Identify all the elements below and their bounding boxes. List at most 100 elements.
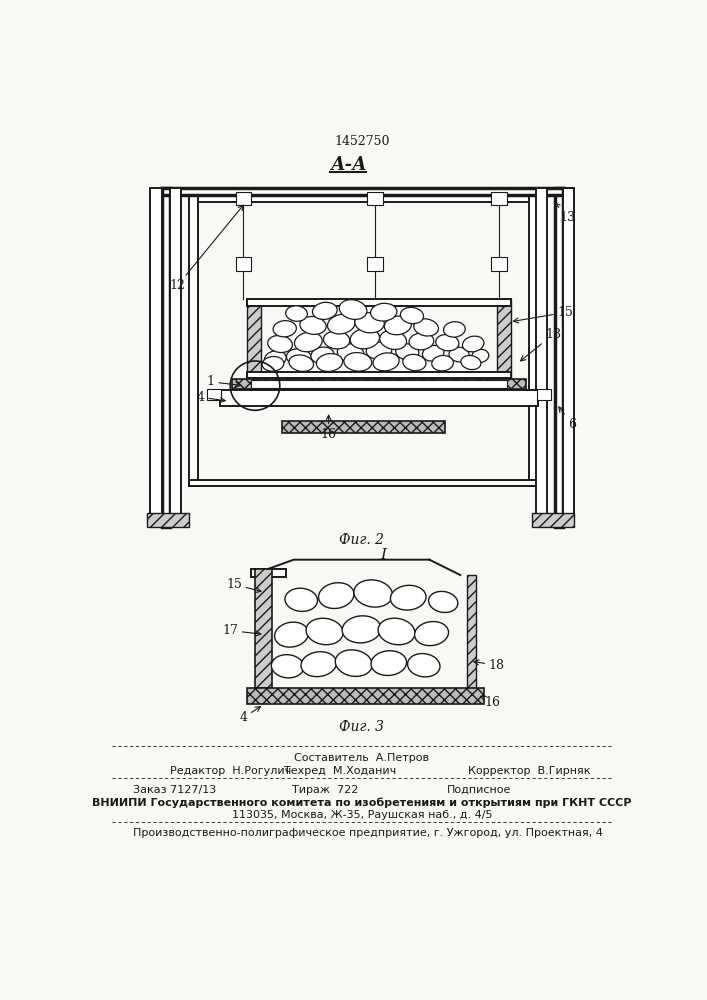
Ellipse shape: [286, 349, 311, 366]
Text: 17: 17: [222, 624, 261, 637]
Ellipse shape: [271, 655, 304, 678]
Ellipse shape: [373, 353, 399, 371]
Text: Корректор  В.Гирняк: Корректор В.Гирняк: [468, 766, 590, 776]
Ellipse shape: [319, 583, 354, 608]
Text: Редактор  Н.Рогулич: Редактор Н.Рогулич: [170, 766, 291, 776]
Text: 113035, Москва, Ж-35, Раушская наб., д. 4/5: 113035, Москва, Ж-35, Раушская наб., д. …: [232, 810, 492, 820]
Ellipse shape: [432, 355, 453, 371]
Ellipse shape: [354, 580, 392, 607]
Ellipse shape: [436, 334, 459, 351]
Bar: [247, 299, 510, 306]
Ellipse shape: [300, 316, 326, 334]
Text: 15: 15: [513, 306, 573, 323]
Ellipse shape: [414, 319, 438, 336]
Bar: [537, 389, 551, 400]
Ellipse shape: [462, 336, 484, 352]
Ellipse shape: [350, 329, 380, 349]
Text: Составитель  А.Петров: Составитель А.Петров: [294, 753, 429, 763]
Text: Фиг. 3: Фиг. 3: [339, 720, 385, 734]
Text: 16: 16: [321, 415, 337, 441]
Text: Подписное: Подписное: [446, 785, 510, 795]
Ellipse shape: [262, 356, 284, 371]
Ellipse shape: [289, 355, 313, 371]
Bar: [220, 390, 538, 406]
Text: 1: 1: [207, 375, 241, 388]
Ellipse shape: [337, 344, 364, 363]
Bar: [162, 188, 170, 527]
Text: Тираж  722: Тираж 722: [292, 785, 358, 795]
Bar: [282, 421, 445, 433]
Bar: [146, 513, 189, 527]
Ellipse shape: [371, 651, 407, 675]
Ellipse shape: [443, 322, 465, 337]
Text: Заказ 7127/13: Заказ 7127/13: [132, 785, 216, 795]
Ellipse shape: [268, 335, 293, 353]
Bar: [368, 192, 383, 205]
Text: Техред  М.Ходанич: Техред М.Ходанич: [284, 766, 397, 776]
Ellipse shape: [407, 654, 440, 677]
Bar: [232, 379, 526, 389]
Ellipse shape: [423, 345, 444, 361]
Text: 13: 13: [555, 203, 575, 224]
Bar: [170, 188, 182, 527]
Ellipse shape: [449, 347, 469, 362]
Bar: [491, 192, 507, 205]
Text: 1452750: 1452750: [334, 135, 390, 148]
Bar: [368, 257, 383, 271]
Bar: [563, 188, 574, 527]
Bar: [207, 389, 221, 400]
Bar: [235, 192, 251, 205]
Ellipse shape: [317, 354, 343, 371]
Ellipse shape: [274, 622, 308, 647]
Ellipse shape: [339, 300, 367, 319]
Ellipse shape: [286, 306, 308, 321]
Ellipse shape: [428, 591, 458, 612]
Bar: [535, 188, 547, 527]
Ellipse shape: [472, 349, 489, 362]
Bar: [251, 569, 286, 577]
Bar: [255, 569, 272, 688]
Text: 16: 16: [481, 696, 501, 709]
Ellipse shape: [390, 585, 426, 610]
Ellipse shape: [323, 331, 350, 349]
Ellipse shape: [409, 333, 434, 350]
Text: 12: 12: [170, 205, 243, 292]
Bar: [467, 575, 476, 688]
Bar: [251, 380, 507, 388]
Ellipse shape: [403, 354, 426, 371]
Ellipse shape: [414, 622, 448, 646]
Ellipse shape: [344, 353, 372, 371]
Bar: [189, 193, 538, 202]
Bar: [247, 372, 510, 378]
Ellipse shape: [285, 588, 317, 611]
Bar: [529, 193, 538, 486]
Text: 4: 4: [240, 707, 260, 724]
Ellipse shape: [264, 351, 286, 366]
Text: А-А: А-А: [329, 156, 366, 174]
Ellipse shape: [366, 342, 392, 359]
Ellipse shape: [461, 355, 481, 370]
Ellipse shape: [396, 344, 419, 360]
Ellipse shape: [342, 616, 381, 643]
Text: 6: 6: [559, 407, 576, 431]
Ellipse shape: [327, 314, 355, 334]
Bar: [247, 688, 484, 704]
Bar: [555, 188, 563, 527]
Text: 4: 4: [197, 391, 226, 404]
Ellipse shape: [355, 313, 385, 333]
Bar: [247, 299, 261, 378]
Text: 15: 15: [226, 578, 261, 592]
Text: 18: 18: [474, 659, 505, 672]
Bar: [235, 257, 251, 271]
Ellipse shape: [273, 321, 296, 337]
Bar: [189, 193, 199, 486]
Text: I: I: [380, 548, 386, 562]
Ellipse shape: [295, 332, 322, 352]
Bar: [151, 188, 162, 527]
Text: 18: 18: [520, 328, 561, 361]
Ellipse shape: [385, 316, 411, 335]
Ellipse shape: [335, 650, 372, 676]
Bar: [189, 480, 538, 486]
Bar: [162, 188, 563, 195]
Text: Производственно-полиграфическое предприятие, г. Ужгород, ул. Проектная, 4: Производственно-полиграфическое предприя…: [132, 828, 602, 838]
